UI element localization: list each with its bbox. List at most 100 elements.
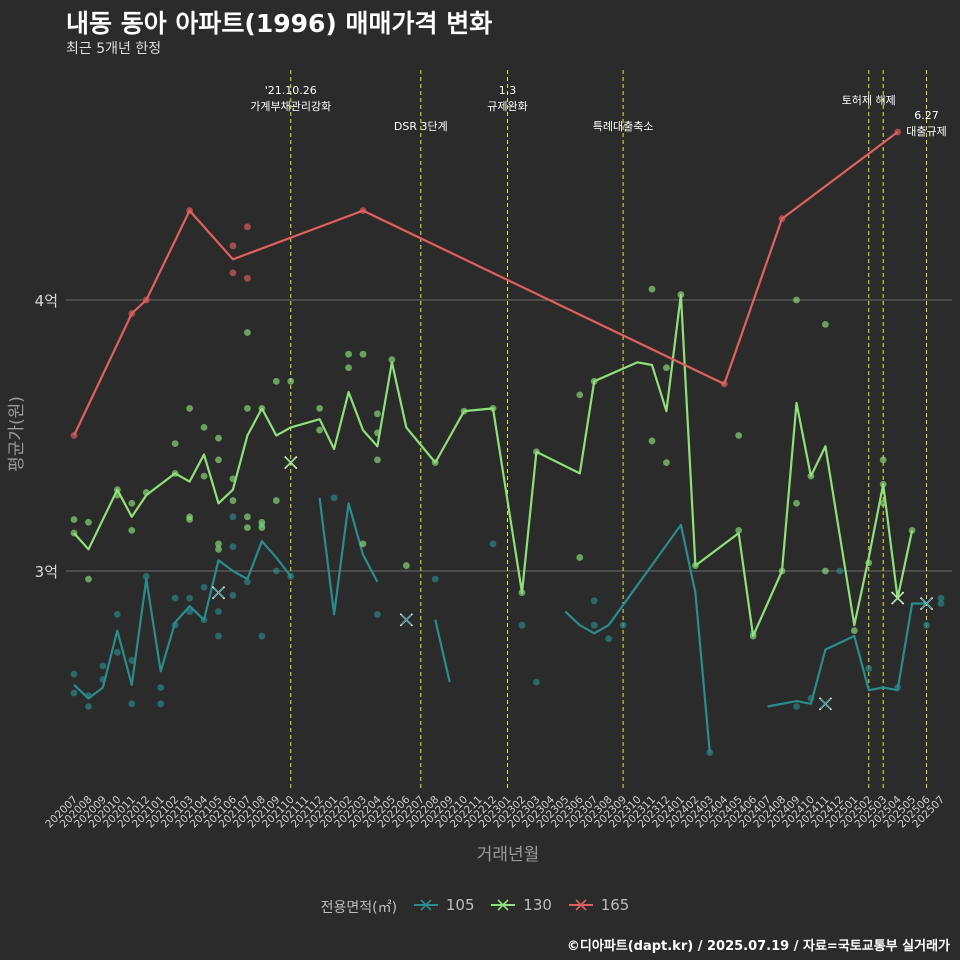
data-point (229, 591, 237, 599)
event-label: 특례대출축소 (593, 120, 654, 133)
cross-stroke (400, 614, 412, 626)
data-point (272, 567, 280, 575)
event-label-line: 규제완화 (487, 100, 527, 113)
data-point (128, 499, 136, 507)
data-point (244, 329, 251, 336)
data-point (244, 274, 251, 282)
data-point (431, 575, 439, 583)
series-165 (70, 128, 902, 439)
data-point (287, 377, 295, 385)
data-point (272, 497, 280, 504)
cross-stroke (213, 587, 224, 599)
x-axis-title: 거래년월 (477, 845, 540, 865)
cross-marker (818, 697, 832, 711)
event-label-line: 6.27 (914, 109, 939, 122)
data-point (229, 513, 237, 521)
legend-label-105: 105 (445, 896, 475, 914)
data-point (229, 497, 237, 504)
data-point (576, 391, 584, 399)
data-point (330, 494, 338, 502)
data-point (272, 377, 280, 385)
data-point (316, 405, 324, 412)
y-axis-title: 평균가(원) (7, 396, 27, 472)
data-point (374, 456, 381, 464)
data-point (735, 526, 743, 534)
data-point (605, 635, 613, 643)
chart-title: 내동 동아 아파트(1996) 매매가격 변화 (66, 9, 493, 38)
data-point (200, 583, 208, 591)
event-label: 1.3 규제완화 (487, 84, 527, 113)
data-point (822, 567, 829, 575)
data-point (489, 540, 497, 548)
data-point (186, 516, 194, 523)
series-130 (70, 285, 916, 640)
data-point (128, 657, 136, 664)
event-label-line: 1.3 (499, 84, 517, 97)
cross-stroke (921, 598, 932, 609)
event-label-line: 가계부채관리강화 (250, 100, 331, 113)
event-label-line: 특례대출축소 (593, 120, 654, 133)
data-point (113, 648, 121, 656)
data-point (215, 456, 222, 464)
data-point (359, 350, 367, 358)
data-point (229, 242, 237, 250)
data-point (200, 423, 208, 431)
data-point (186, 405, 194, 412)
data-point (215, 608, 222, 616)
series-layer (70, 128, 945, 756)
cross-stroke (820, 698, 831, 710)
data-point (316, 426, 324, 434)
data-point (402, 562, 410, 569)
data-point (244, 513, 251, 521)
data-point (865, 665, 873, 672)
data-point (937, 594, 945, 602)
data-point (70, 670, 78, 678)
data-point (663, 459, 670, 466)
data-point (244, 223, 251, 231)
data-point (345, 350, 352, 358)
event-label-line: DSR 3단계 (394, 120, 448, 133)
grid-lines (66, 299, 952, 572)
series-line (73, 497, 927, 753)
data-point (85, 575, 92, 583)
data-point (229, 543, 237, 551)
data-point (793, 499, 800, 507)
event-label: DSR 3단계 (394, 120, 448, 133)
cross-marker (891, 591, 905, 605)
data-point (822, 320, 829, 328)
legend-item-105: 105 (412, 896, 475, 914)
data-point (244, 524, 251, 532)
data-point (793, 296, 800, 304)
data-point (244, 405, 251, 412)
data-point (619, 621, 627, 629)
cross-marker (284, 456, 298, 470)
data-point (113, 610, 121, 618)
data-point (793, 703, 800, 710)
data-point (186, 594, 194, 602)
series-line (73, 131, 899, 436)
series-105 (70, 494, 945, 756)
data-point (70, 689, 78, 697)
data-point (850, 627, 858, 635)
legend-swatch-130 (491, 899, 516, 911)
data-point (128, 700, 136, 708)
y-tick-label: 3억 (35, 563, 58, 581)
cross-stroke (285, 457, 297, 468)
data-point (533, 678, 540, 686)
data-point (345, 364, 352, 372)
cross-marker (919, 596, 934, 611)
series-line (73, 293, 914, 638)
legend-swatch-165 (568, 899, 593, 911)
legend: 전용면적(㎡) 105 130 165 (0, 896, 960, 917)
data-point (937, 600, 945, 607)
cross-marker (399, 613, 413, 627)
data-point (186, 608, 194, 616)
data-point (171, 440, 179, 448)
data-point (663, 364, 670, 372)
cross-marker (211, 586, 226, 600)
chart-subtitle: 최근 5개년 한정 (66, 41, 162, 57)
data-point (85, 703, 92, 710)
data-point (70, 516, 78, 523)
event-label-line: '21.10.26 (265, 84, 317, 97)
